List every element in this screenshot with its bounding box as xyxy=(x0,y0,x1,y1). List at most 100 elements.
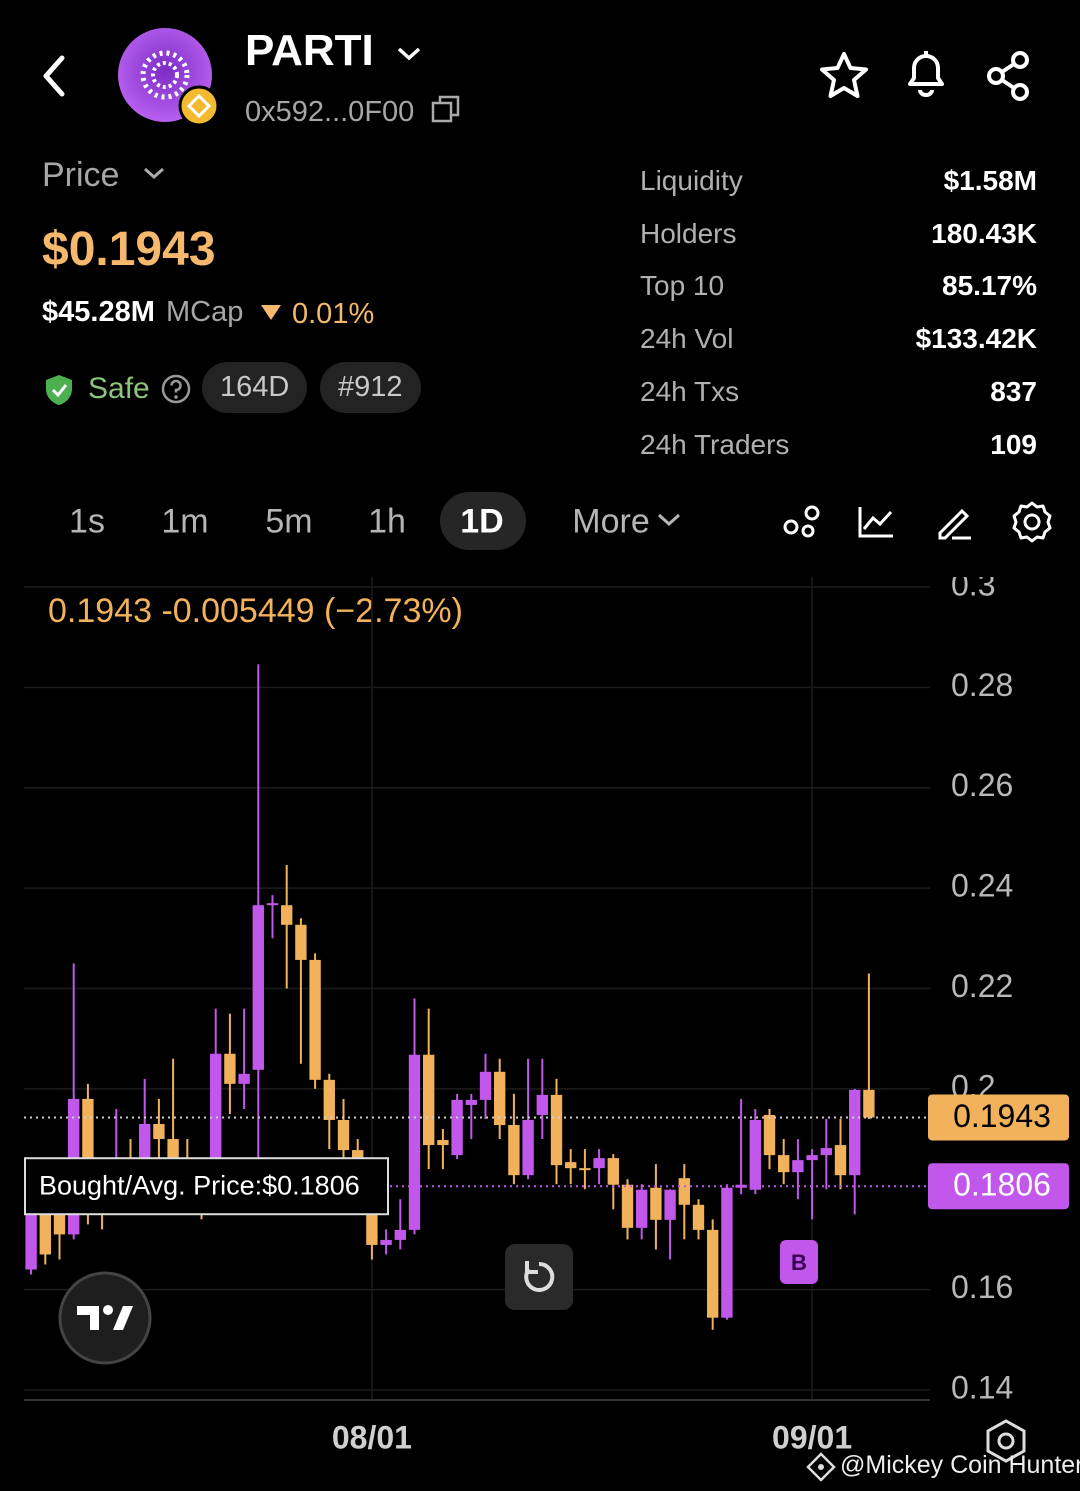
token-logo xyxy=(118,28,220,127)
settings-icon[interactable] xyxy=(1010,500,1054,544)
candle-body xyxy=(735,1184,747,1188)
chart-type-icon[interactable] xyxy=(856,503,896,541)
candle-body xyxy=(323,1079,335,1120)
candle-body xyxy=(167,1139,179,1165)
stat-value: 837 xyxy=(990,376,1037,407)
favorite-icon[interactable] xyxy=(818,50,870,102)
market-cap-label: MCap xyxy=(166,296,244,328)
candle-body xyxy=(437,1140,449,1146)
candle-body xyxy=(607,1158,619,1185)
token-symbol[interactable]: PARTI xyxy=(245,26,374,75)
candle-body xyxy=(834,1145,847,1176)
watermark-icon xyxy=(806,1452,836,1482)
candle-body xyxy=(408,1054,421,1230)
stat-value: 109 xyxy=(990,429,1037,460)
buy-marker-bg xyxy=(780,1240,818,1284)
price-dropdown[interactable] xyxy=(142,164,166,184)
timeframe-tab[interactable]: 1h xyxy=(368,502,406,541)
candle-body xyxy=(650,1187,662,1220)
chart-legend: 0.1943 -0.005449 (−2.73%) xyxy=(48,592,463,630)
candle-body xyxy=(849,1089,861,1176)
y-tick-label: 0.16 xyxy=(951,1269,1013,1305)
stat-label: Holders xyxy=(640,218,737,249)
candle-body xyxy=(139,1123,151,1170)
candle-body xyxy=(479,1071,492,1100)
safe-icon xyxy=(46,375,72,405)
candle-body xyxy=(707,1229,719,1318)
stat-value: 180.43K xyxy=(931,218,1037,249)
candle-body xyxy=(536,1094,548,1115)
tradingview-logo[interactable] xyxy=(57,1270,153,1366)
timeframe-tab[interactable]: 5m xyxy=(265,502,313,541)
candle-body xyxy=(281,905,293,925)
price-tag-bg xyxy=(928,1094,1069,1141)
candle-body xyxy=(778,1155,790,1173)
stat-value: $133.42K xyxy=(915,323,1037,354)
candle-body xyxy=(593,1158,605,1169)
indicator-icon[interactable] xyxy=(782,503,822,541)
candle-body xyxy=(210,1053,222,1210)
help-icon[interactable] xyxy=(160,373,192,405)
candle-body xyxy=(39,1209,51,1255)
reset-button[interactable] xyxy=(505,1244,573,1310)
timeframe-tab[interactable]: 1D xyxy=(460,502,504,541)
x-tick-label: 09/01 xyxy=(772,1419,852,1455)
candle-body xyxy=(721,1187,733,1318)
candle-body xyxy=(806,1155,818,1161)
candle-body xyxy=(25,1209,37,1270)
candle-body xyxy=(863,1089,875,1118)
candle-body xyxy=(266,903,279,906)
candle-body xyxy=(749,1119,761,1190)
candle-body xyxy=(394,1229,406,1240)
y-tick-label: 0.28 xyxy=(951,667,1013,703)
candle-body xyxy=(380,1239,392,1245)
candle-body xyxy=(82,1098,94,1210)
copy-icon[interactable] xyxy=(430,94,462,126)
y-tick-label: 0.26 xyxy=(951,767,1013,803)
stat-value: $1.58M xyxy=(943,165,1037,196)
grid xyxy=(24,577,930,1400)
candle-body xyxy=(153,1123,165,1140)
price-value: $0.1943 xyxy=(42,223,216,276)
candle-body xyxy=(252,905,264,1070)
price-label[interactable]: Price xyxy=(42,156,120,194)
candle-body xyxy=(337,1119,350,1151)
candle-body xyxy=(224,1053,236,1084)
candle-body xyxy=(423,1054,435,1146)
alert-icon[interactable] xyxy=(902,48,950,100)
candle-body xyxy=(295,924,307,960)
stat-label: Top 10 xyxy=(640,270,725,301)
stat-label: 24h Traders xyxy=(640,429,790,460)
x-tick-label: 08/01 xyxy=(332,1419,412,1455)
draw-icon[interactable] xyxy=(934,503,974,541)
candle-body xyxy=(678,1178,690,1205)
change-arrow xyxy=(261,305,281,320)
more-dropdown[interactable] xyxy=(656,510,682,530)
timeframe-tab[interactable]: 1m xyxy=(161,502,209,541)
candle-body xyxy=(352,1150,364,1161)
candle-body xyxy=(820,1148,832,1156)
stat-value: 85.17% xyxy=(942,270,1037,301)
safety-status: Safe xyxy=(88,372,150,405)
candle-body xyxy=(565,1162,577,1169)
price-chart: 0.1943 -0.005449 (−2.73%) 0.140.160.20.2… xyxy=(24,577,1069,1455)
timeframe-tab[interactable]: More xyxy=(572,502,650,541)
position-label: Bought/Avg. Price:$0.1806 xyxy=(39,1170,360,1200)
timeframe-tab[interactable]: 1s xyxy=(69,502,105,541)
rank-badge: #912 xyxy=(320,362,421,413)
candle-body xyxy=(579,1168,591,1171)
candle-body xyxy=(550,1094,563,1166)
position-label-bg xyxy=(24,1157,389,1216)
candle-body xyxy=(309,959,321,1080)
stat-label: Liquidity xyxy=(640,165,743,196)
candle-body xyxy=(792,1160,804,1173)
candle-body xyxy=(451,1099,463,1156)
stat-label: 24h Vol xyxy=(640,323,734,354)
symbol-dropdown[interactable] xyxy=(396,44,422,64)
price-change: 0.01% xyxy=(292,298,375,330)
token-address: 0x592...0F00 xyxy=(245,96,415,128)
back-button[interactable] xyxy=(36,52,76,102)
settings-hex-icon[interactable] xyxy=(983,1418,1029,1464)
candle-body xyxy=(238,1073,250,1084)
share-icon[interactable] xyxy=(984,50,1034,102)
